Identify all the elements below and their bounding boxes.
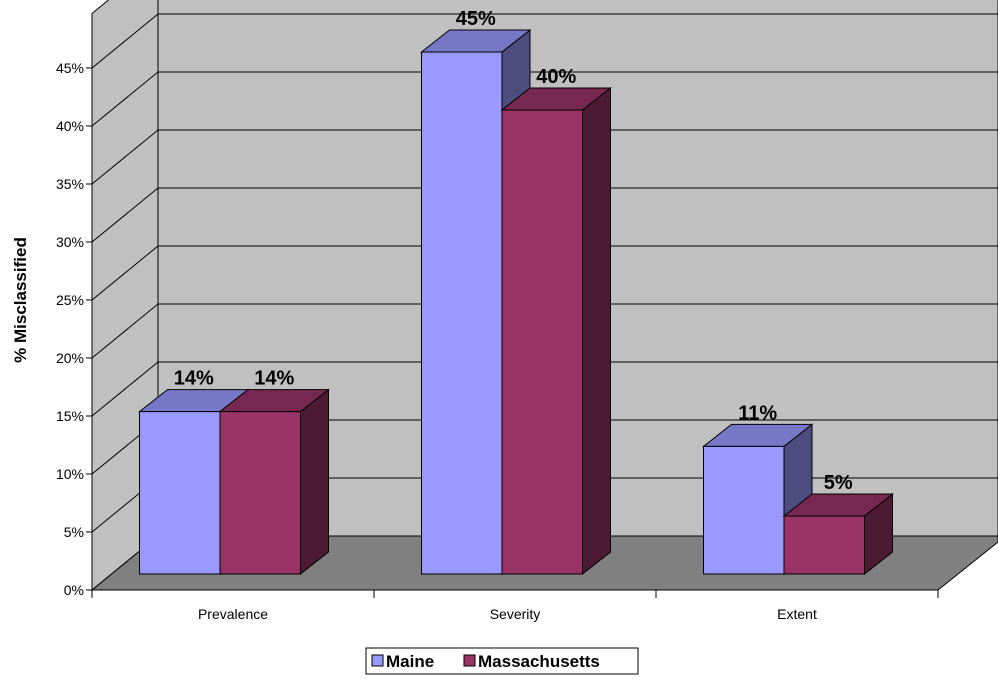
gridline-side-30 <box>91 187 159 243</box>
data-label-maine-extent: 11% <box>738 402 777 424</box>
bar-maine-prevalence <box>139 411 221 575</box>
y-tick-label-40: 40% <box>56 118 84 134</box>
y-tick-label-30: 30% <box>56 234 84 250</box>
bars <box>138 28 894 576</box>
legend-swatch-massachusetts <box>463 654 476 667</box>
y-tick-label-15: 15% <box>56 408 84 424</box>
bar-massachusetts-extent <box>783 515 865 575</box>
y-tick-label-5: 5% <box>64 524 84 540</box>
data-label-massachusetts-extent: 5% <box>824 472 853 494</box>
gridline-side-20 <box>91 303 159 359</box>
x-tick-label-prevalence: Prevalence <box>198 606 268 622</box>
data-label-maine-severity: 45% <box>456 8 496 30</box>
gridline-side-25 <box>91 245 159 301</box>
y-tick-label-25: 25% <box>56 292 84 308</box>
data-label-massachusetts-severity: 40% <box>536 66 576 88</box>
x-axis: Prevalence Severity Extent <box>91 589 939 622</box>
y-tick-label-20: 20% <box>56 350 84 366</box>
legend-swatch-maine <box>371 654 384 667</box>
y-tick-label-10: 10% <box>56 466 84 482</box>
y-axis: 0% 5% 10% 15% 20% 25% 30% 35% 40% 45% <box>56 13 93 598</box>
legend-label-maine: Maine <box>386 652 434 671</box>
gridline-side-40 <box>91 71 159 127</box>
y-axis-title: % Misclassified <box>11 237 30 363</box>
x-tick-label-severity: Severity <box>490 606 541 622</box>
x-tick-label-extent: Extent <box>777 606 817 622</box>
data-label-maine-prevalence: 14% <box>174 368 214 390</box>
bar-maine-severity <box>421 51 503 575</box>
bar-maine-extent <box>703 445 785 575</box>
data-label-massachusetts-prevalence: 14% <box>254 368 294 390</box>
legend-label-massachusetts: Massachusetts <box>478 652 600 671</box>
gridline-side-35 <box>91 129 159 185</box>
legend: Maine Massachusetts <box>365 647 639 675</box>
legend-box <box>365 647 639 675</box>
bar-massachusetts-severity <box>501 109 583 575</box>
bar-massachusetts-prevalence-side <box>300 388 329 576</box>
y-tick-label-45: 45% <box>56 60 84 76</box>
y-tick-label-35: 35% <box>56 176 84 192</box>
data-labels: 14% 14% 45% 40% 11% 5% <box>174 8 853 494</box>
gridline-side-15 <box>91 361 159 417</box>
bar-massachusetts-severity-side <box>582 86 611 576</box>
gridline-side-45 <box>91 13 159 69</box>
y-tick-label-0: 0% <box>64 582 84 598</box>
bar-massachusetts-prevalence <box>219 411 301 575</box>
